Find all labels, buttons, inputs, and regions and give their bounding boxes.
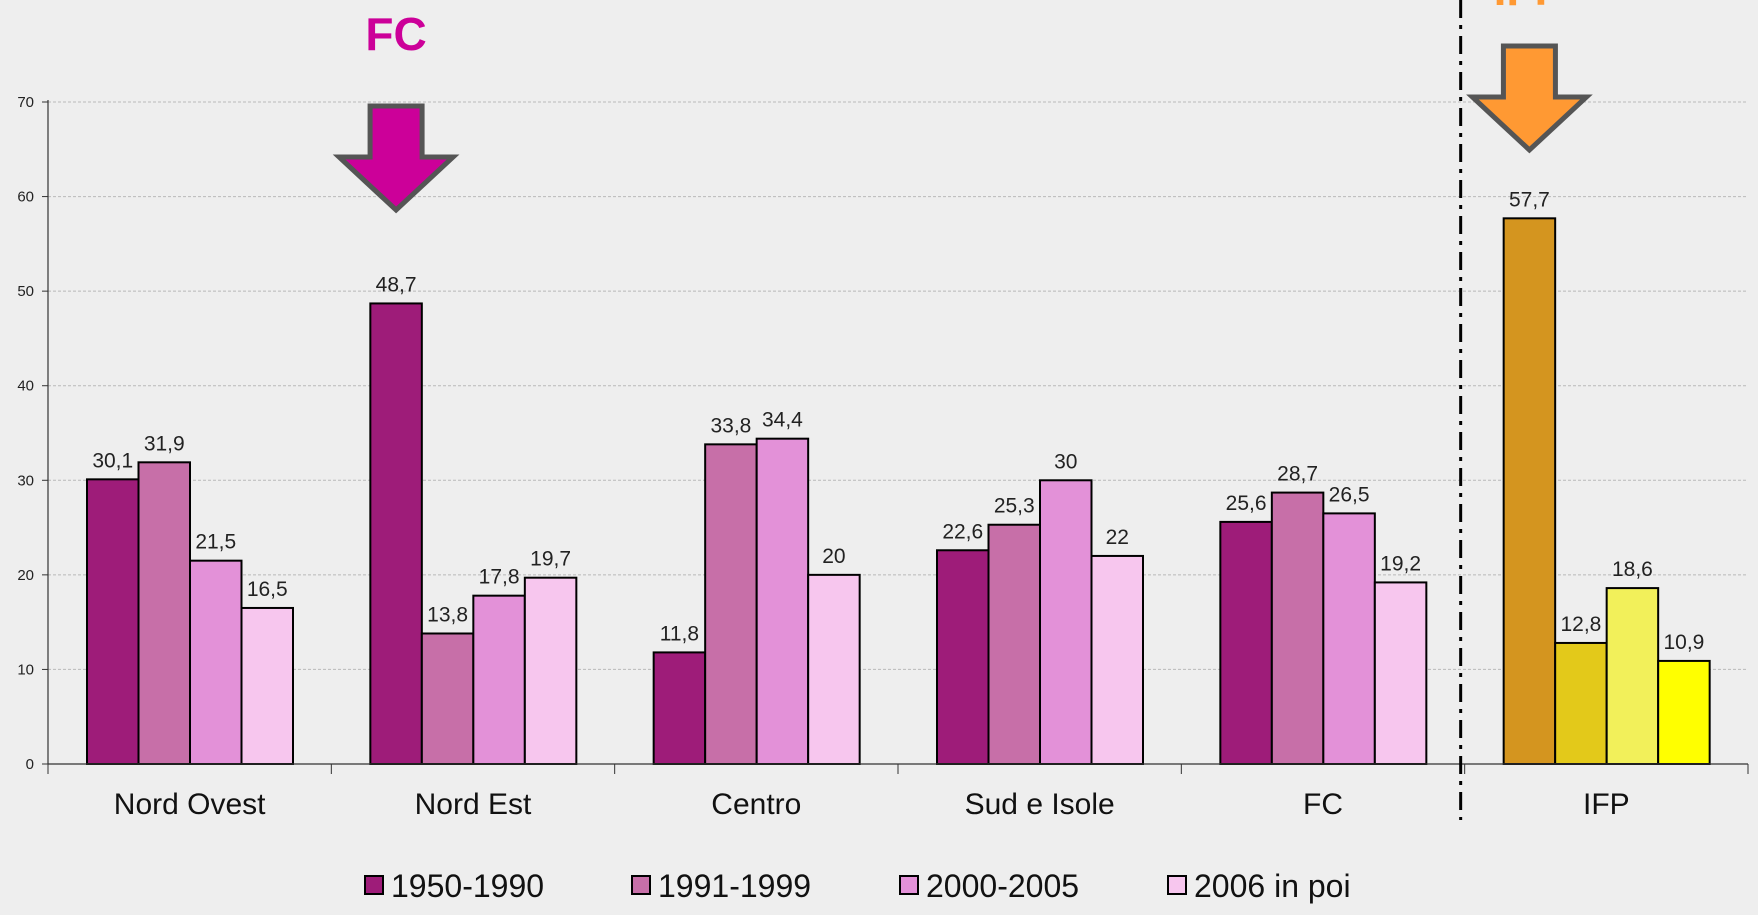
- legend-label: 2000-2005: [926, 868, 1079, 904]
- down-arrow-icon: [1466, 43, 1593, 154]
- data-label: 28,7: [1277, 463, 1318, 486]
- data-label: 22: [1106, 526, 1129, 549]
- down-arrow-icon: [332, 103, 460, 214]
- bar: [472, 594, 526, 765]
- data-label: 33,8: [710, 414, 751, 437]
- data-label: 11,8: [660, 622, 699, 645]
- data-label: 20: [822, 545, 845, 568]
- y-tick-label: 40: [17, 378, 34, 395]
- data-label: 21,5: [195, 531, 236, 554]
- bar: [1219, 520, 1273, 766]
- data-label: 16,5: [247, 578, 288, 601]
- bar: [704, 443, 758, 765]
- data-label: 26,5: [1329, 483, 1370, 506]
- annotation-label: IFP: [1494, 0, 1566, 15]
- bars: [86, 217, 1711, 766]
- data-label: 57,7: [1509, 188, 1550, 211]
- x-axis: Nord Ovest Nord Est Centro Sud e Isole FC IFP: [47, 763, 1749, 821]
- bar: [987, 523, 1041, 766]
- annotations: FC IFP: [332, 0, 1593, 214]
- y-tick-label: 0: [26, 756, 34, 773]
- data-label: 13,8: [427, 603, 468, 626]
- bar: [807, 573, 861, 765]
- gridlines: [48, 101, 1748, 670]
- bar: [189, 559, 243, 766]
- y-tick-label: 10: [17, 661, 34, 678]
- bar: [240, 606, 294, 766]
- bar: [1605, 587, 1660, 766]
- data-label: 10,9: [1663, 631, 1704, 654]
- y-tick-label: 70: [17, 94, 34, 111]
- category-label: IFP: [1583, 788, 1630, 821]
- data-label: 25,6: [1226, 492, 1267, 515]
- bar: [1039, 479, 1093, 765]
- bar: [1270, 491, 1325, 765]
- bar: [1502, 217, 1557, 765]
- data-label: 19,2: [1380, 552, 1421, 575]
- bar: [652, 651, 707, 765]
- bar: [1554, 641, 1608, 765]
- legend-label: 1991-1999: [658, 868, 811, 904]
- data-label: 12,8: [1560, 613, 1601, 636]
- y-axis: 0 10 20 30 40 50 60 70: [17, 94, 49, 773]
- y-tick-label: 50: [17, 283, 34, 300]
- annotation-label: FC: [365, 8, 426, 60]
- bar: [523, 576, 578, 765]
- legend-swatch: [364, 875, 384, 895]
- bar: [936, 549, 990, 765]
- bar: [755, 437, 810, 765]
- legend-label: 2006 in poi: [1194, 868, 1351, 904]
- y-tick-label: 60: [17, 189, 34, 206]
- bar: [86, 478, 140, 765]
- data-label: 48,7: [376, 273, 417, 296]
- data-label: 34,4: [762, 409, 803, 432]
- legend-swatch: [1167, 875, 1187, 895]
- data-label: 22,6: [942, 520, 983, 543]
- bar: [1090, 554, 1144, 766]
- y-tick-label: 30: [17, 472, 34, 489]
- bar: [1322, 512, 1376, 766]
- data-label: 30: [1054, 450, 1077, 473]
- data-label: 19,7: [530, 548, 571, 571]
- legend: 1950-1990 1991-1999 2000-2005 2006 in poi: [364, 868, 1351, 904]
- category-label: Nord Ovest: [114, 788, 266, 821]
- category-label: Centro: [711, 788, 801, 821]
- data-label: 18,6: [1612, 558, 1653, 581]
- data-label: 17,8: [479, 566, 520, 589]
- category-label: FC: [1303, 788, 1343, 821]
- category-label: Nord Est: [415, 788, 532, 821]
- legend-swatch: [899, 875, 919, 895]
- bar: [1657, 659, 1711, 765]
- category-label: Sud e Isole: [965, 788, 1115, 821]
- legend-label: 1950-1990: [391, 868, 544, 904]
- legend-swatch: [631, 875, 651, 895]
- bar: [137, 461, 191, 765]
- data-labels: 30,1 31,9 21,5 16,5 48,7 13,8 17,8 19,7 11,8 33,8…: [92, 188, 1704, 654]
- bar: [1373, 581, 1428, 765]
- data-label: 25,3: [994, 495, 1035, 518]
- data-label: 30,1: [92, 449, 133, 472]
- y-tick-label: 20: [17, 567, 34, 584]
- bar: [420, 632, 475, 766]
- data-label: 31,9: [144, 432, 185, 455]
- bar: [369, 302, 423, 765]
